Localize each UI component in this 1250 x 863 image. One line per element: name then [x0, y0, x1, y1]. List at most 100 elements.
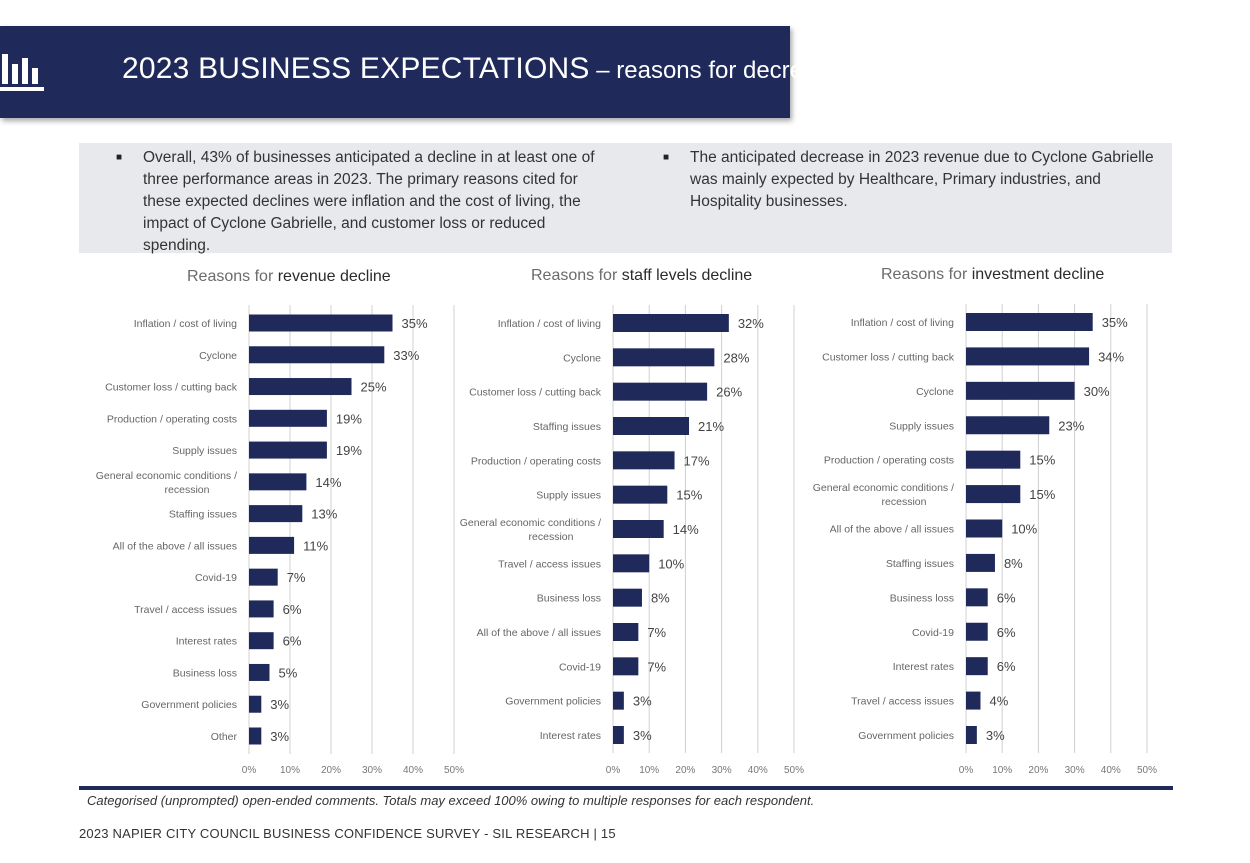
- chart-title-bold: staff levels decline: [621, 267, 753, 284]
- data-label: 15%: [1029, 487, 1055, 502]
- category-label: Production / operating costs: [824, 455, 954, 467]
- bar: [249, 346, 385, 364]
- data-label: 3%: [270, 697, 289, 712]
- data-label: 13%: [311, 507, 337, 522]
- x-tick-label: 30%: [712, 765, 732, 776]
- category-label: Supply issues: [536, 490, 601, 502]
- category-label-line-2: recession: [882, 496, 927, 508]
- data-label: 6%: [997, 590, 1016, 605]
- category-label: Supply issues: [172, 445, 237, 457]
- data-label: 23%: [1058, 418, 1084, 433]
- chart-1: 0% 10% 20% 30% 40% 50% 32% Inflation / cost of …: [460, 305, 804, 776]
- x-tick-label: 50%: [1137, 765, 1157, 776]
- bar: [966, 519, 1003, 538]
- data-label: 6%: [283, 634, 302, 649]
- data-label: 8%: [651, 591, 670, 606]
- data-label: 34%: [1098, 349, 1124, 364]
- category-label: Inflation / cost of living: [134, 318, 237, 330]
- x-tick-label: 50%: [784, 765, 804, 776]
- bar: [613, 588, 642, 607]
- bar: [966, 381, 1075, 400]
- bar: [613, 451, 675, 470]
- bar: [249, 473, 307, 491]
- x-tick-label: 20%: [675, 765, 695, 776]
- data-label: 3%: [633, 694, 652, 709]
- bar: [249, 663, 270, 681]
- data-label: 14%: [673, 522, 699, 537]
- bar: [613, 623, 639, 641]
- bar: [613, 348, 715, 367]
- category-label: Government policies: [858, 730, 954, 742]
- chart-title-bold: revenue decline: [277, 268, 391, 285]
- category-label: Travel / access issues: [134, 604, 237, 616]
- category-label: Government policies: [505, 696, 601, 708]
- category-label: Customer loss / cutting back: [822, 351, 955, 363]
- x-tick-label: 30%: [1065, 765, 1085, 776]
- category-label: Customer loss / cutting back: [105, 382, 238, 394]
- data-label: 30%: [1084, 384, 1110, 399]
- bar: [249, 568, 278, 586]
- data-label: 19%: [336, 411, 362, 426]
- x-tick-label: 10%: [280, 765, 300, 776]
- chart-title-bold: investment decline: [971, 266, 1105, 283]
- data-label: 15%: [676, 488, 702, 503]
- category-label: Inflation / cost of living: [498, 318, 601, 330]
- x-tick-label: 10%: [639, 765, 659, 776]
- category-label: Cyclone: [563, 352, 601, 364]
- x-tick-label: 40%: [403, 765, 423, 776]
- data-label: 19%: [336, 443, 362, 458]
- chart-title-prefix: Reasons for: [531, 267, 622, 284]
- bar: [613, 554, 650, 573]
- bar: [966, 313, 1093, 331]
- summary-bullet-1: ■ Overall, 43% of businesses anticipated…: [116, 147, 613, 257]
- chart-0: 0% 10% 20% 30% 40% 50% 35% Inflation / cost of …: [96, 305, 464, 776]
- bar: [966, 553, 995, 572]
- data-label: 8%: [1004, 556, 1023, 571]
- category-label: All of the above / all issues: [477, 627, 601, 639]
- bar: [249, 378, 352, 396]
- data-label: 35%: [402, 316, 428, 331]
- category-label: Staffing issues: [533, 421, 601, 433]
- x-tick-label: 20%: [321, 765, 341, 776]
- bar: [249, 314, 393, 332]
- page-title-sub: – reasons for decrease: [589, 57, 842, 84]
- data-label: 7%: [647, 625, 666, 640]
- x-tick-label: 0%: [959, 765, 974, 776]
- data-label: 26%: [716, 385, 742, 400]
- category-label-line-2: recession: [529, 531, 574, 543]
- x-tick-label: 40%: [1101, 765, 1121, 776]
- x-tick-label: 0%: [242, 765, 257, 776]
- data-label: 6%: [283, 602, 302, 617]
- x-tick-label: 20%: [1028, 765, 1048, 776]
- data-label: 11%: [303, 538, 328, 553]
- category-label: Business loss: [537, 593, 601, 605]
- category-label: Government policies: [141, 699, 237, 711]
- data-label: 15%: [1029, 453, 1055, 468]
- data-label: 3%: [633, 728, 652, 743]
- bar: [249, 409, 327, 427]
- summary-bullet-2: ■ The anticipated decrease in 2023 reven…: [663, 147, 1160, 213]
- data-label: 6%: [997, 659, 1016, 674]
- bar: [966, 588, 988, 607]
- bar: [249, 505, 303, 523]
- bar: [249, 695, 262, 713]
- x-tick-label: 0%: [606, 765, 621, 776]
- data-label: 33%: [393, 348, 419, 363]
- category-label: Inflation / cost of living: [851, 317, 954, 329]
- title-banner: 2023 BUSINESS EXPECTATIONS – reasons for…: [0, 26, 842, 118]
- bar: [966, 726, 977, 744]
- bar: [613, 691, 624, 710]
- bar: [249, 536, 295, 554]
- category-label: Covid-19: [912, 627, 954, 639]
- category-label: All of the above / all issues: [830, 524, 954, 536]
- category-label: Interest rates: [540, 730, 601, 742]
- bar: [966, 657, 988, 676]
- summary-panel: ■ Overall, 43% of businesses anticipated…: [79, 143, 1172, 254]
- x-tick-label: 10%: [992, 765, 1012, 776]
- data-label: 25%: [361, 380, 387, 395]
- bar: [249, 600, 274, 618]
- chart-title-prefix: Reasons for: [881, 266, 972, 283]
- data-label: 5%: [279, 665, 298, 680]
- summary-bullet-1-text: Overall, 43% of businesses anticipated a…: [143, 149, 595, 254]
